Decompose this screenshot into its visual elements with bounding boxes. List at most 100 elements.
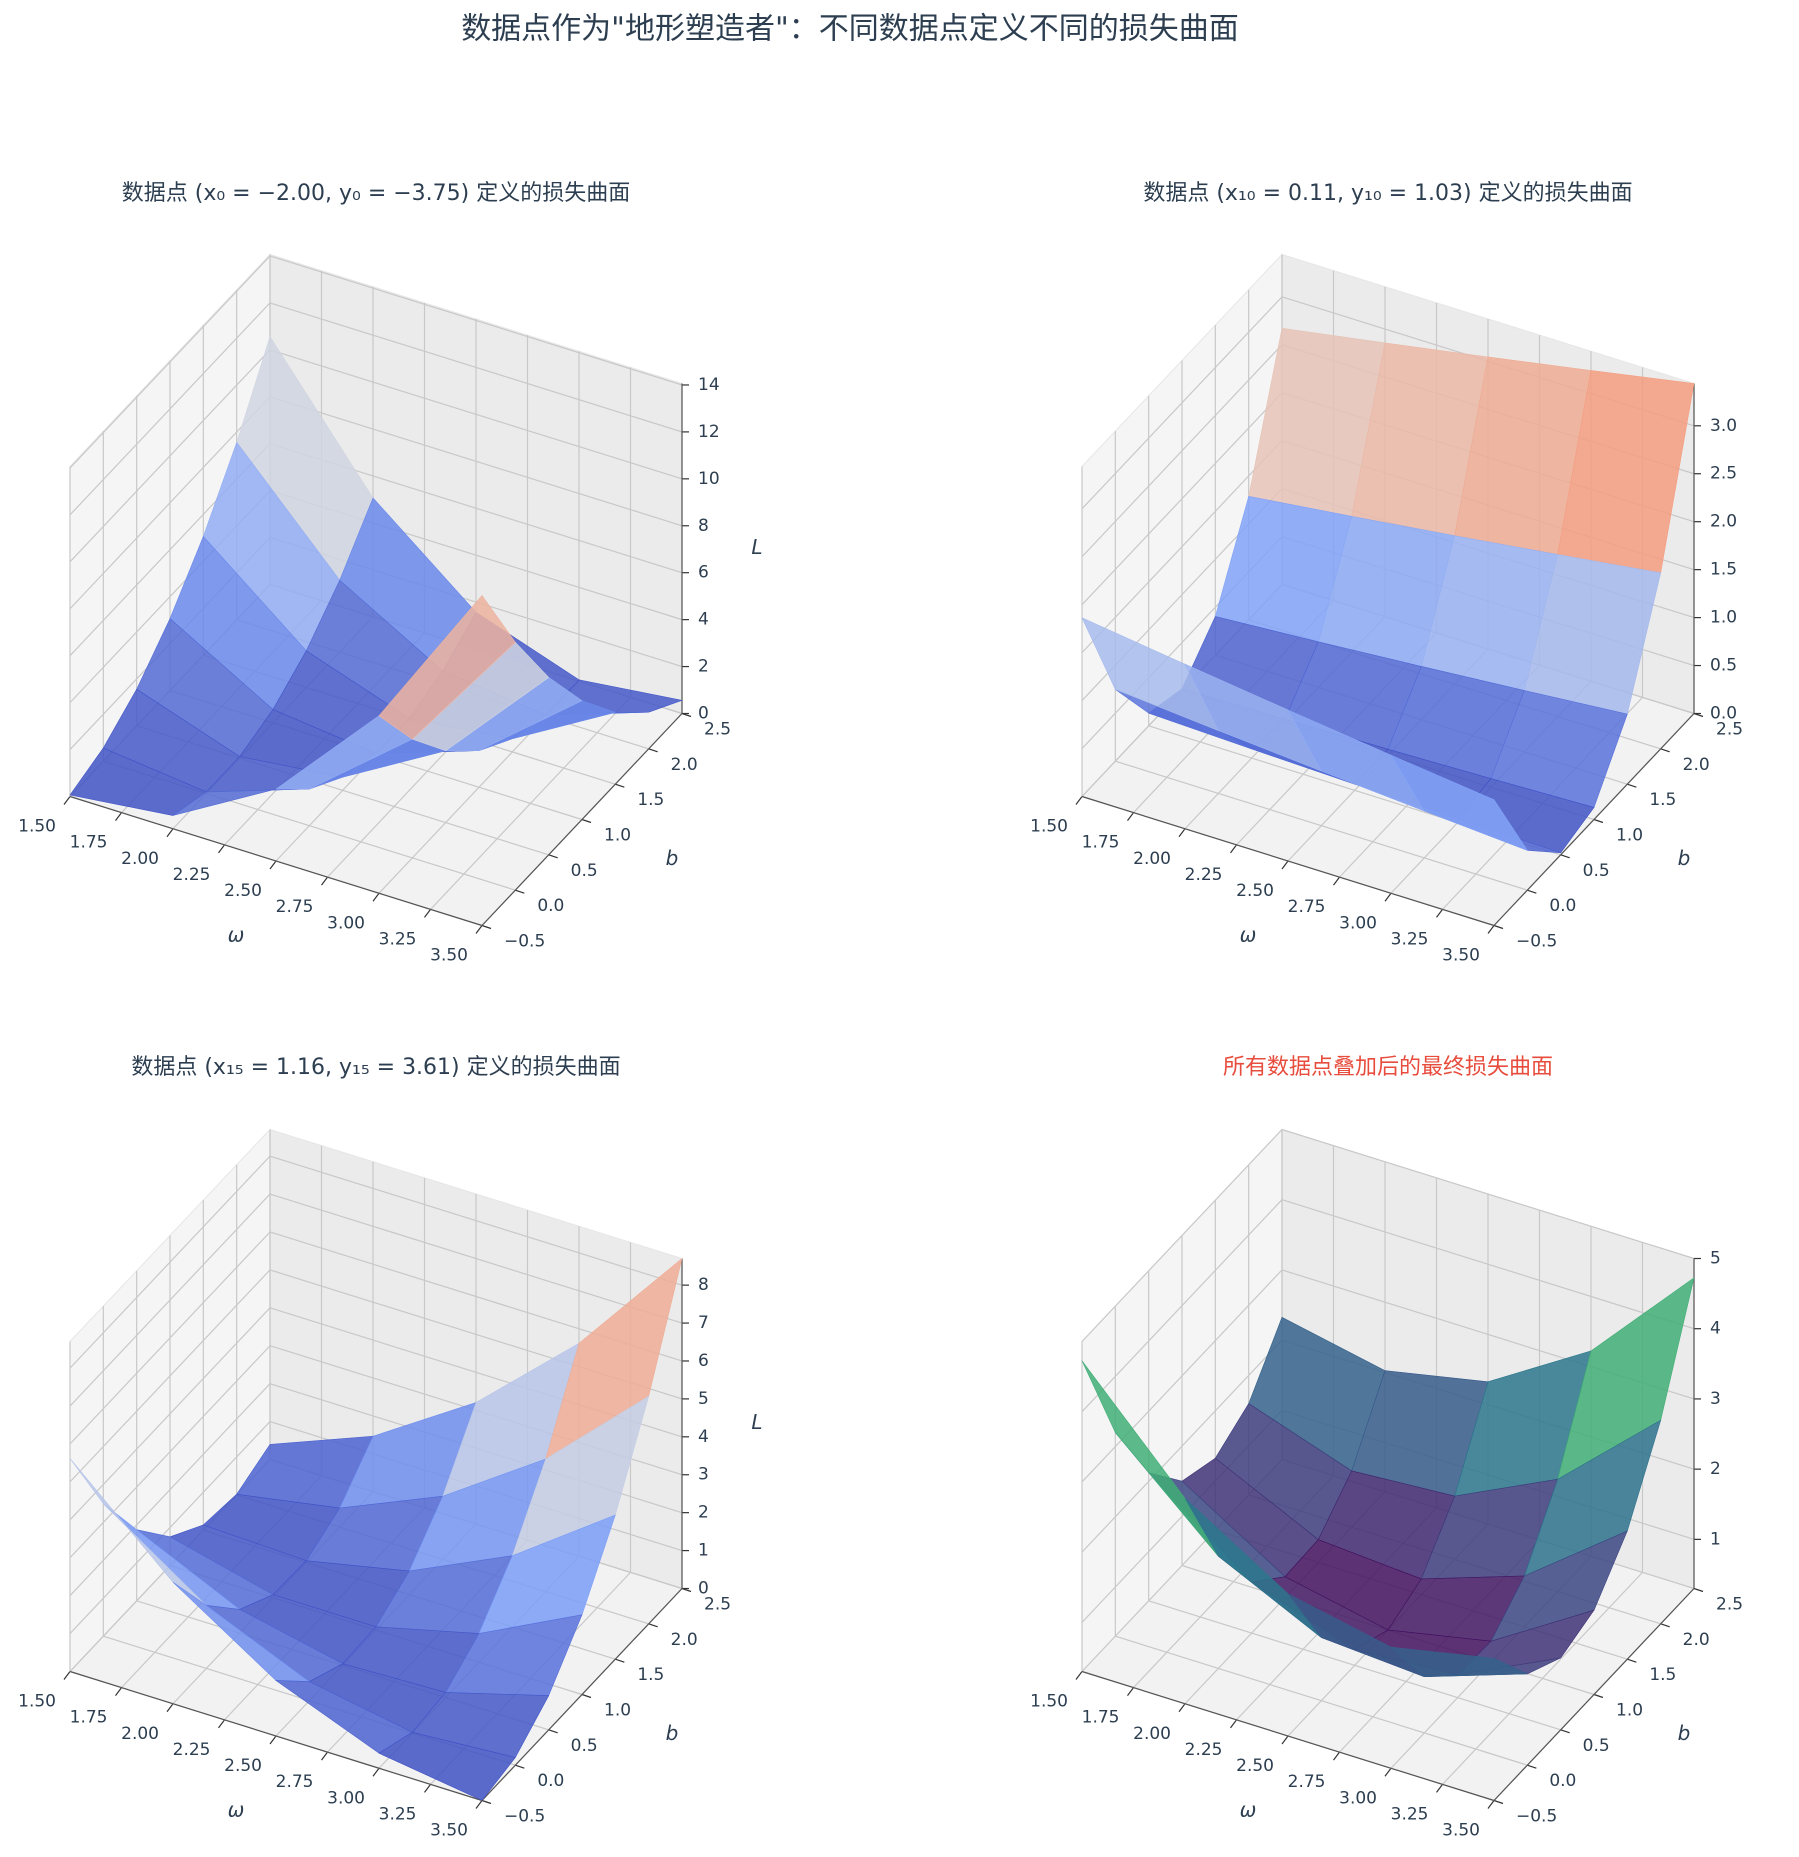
- tick-mark: [166, 828, 174, 838]
- grid-line: [1081, 296, 1283, 510]
- y-tick-label: 2.0: [1683, 1630, 1710, 1650]
- y-tick-label: −0.5: [1516, 932, 1557, 952]
- tick-mark: [648, 748, 658, 753]
- tick-mark: [481, 1799, 492, 1805]
- y-tick-label: 2.0: [671, 755, 698, 775]
- axis-line: [481, 1588, 683, 1801]
- tick-mark: [1560, 854, 1570, 859]
- grid-line: [269, 349, 683, 480]
- surface-patch: [1390, 1646, 1528, 1678]
- tick-mark: [581, 818, 592, 824]
- tick-mark: [424, 909, 431, 918]
- tick-mark: [1487, 1800, 1495, 1809]
- z-tick-label: 0: [698, 1579, 709, 1599]
- grid-line: [69, 1307, 271, 1521]
- tick-mark: [115, 812, 122, 821]
- subplot: 所有数据点叠加后的最终损失曲面 1.50 1.75 2.00 2.25 2.50 2.75 3…: [1030, 1055, 1743, 1841]
- tick-mark: [115, 1687, 122, 1696]
- tick-mark: [1230, 844, 1237, 854]
- x-tick-label: 2.50: [224, 881, 262, 901]
- y-tick-label: 1.0: [604, 826, 631, 846]
- axis-line: [481, 713, 683, 926]
- x-tick-label: 2.75: [1288, 897, 1326, 917]
- y-tick-label: −0.5: [1516, 1807, 1557, 1827]
- subplot-title: 数据点 (x₀ = −2.00, y₀ = −3.75) 定义的损失曲面: [122, 181, 631, 206]
- z-tick-label: 5: [698, 1389, 709, 1409]
- y-tick-label: 2.0: [1683, 755, 1710, 775]
- axis-line: [69, 1670, 483, 1802]
- x-tick-label: 2.00: [121, 1724, 159, 1744]
- subplot-title: 数据点 (x₁₅ = 1.16, y₁₅ = 3.61) 定义的损失曲面: [131, 1055, 620, 1080]
- x-axis-label: ω: [1240, 923, 1257, 947]
- z-tick-label: 2.5: [1710, 464, 1737, 484]
- tick-mark: [615, 783, 625, 788]
- y-tick-label: 0.5: [1583, 861, 1610, 881]
- grid-line: [1115, 760, 1528, 891]
- y-axis-label: b: [1678, 1721, 1691, 1745]
- tick-mark: [475, 925, 483, 934]
- tick-mark: [321, 876, 328, 886]
- x-tick-label: 3.50: [1442, 1821, 1480, 1841]
- z-tick-label: 7: [698, 1313, 709, 1333]
- grid-line: [1081, 1129, 1283, 1342]
- x-tick-label: 3.25: [1391, 929, 1429, 949]
- z-tick-label: 3.0: [1710, 416, 1737, 436]
- tick-mark: [548, 1729, 558, 1734]
- z-tick-label: 4: [1710, 1319, 1721, 1339]
- x-tick-label: 2.75: [1288, 1772, 1326, 1792]
- tick-mark: [1178, 1703, 1186, 1713]
- grid-line: [69, 1421, 271, 1634]
- tick-mark: [63, 796, 71, 805]
- y-tick-label: 2.5: [1716, 720, 1743, 740]
- z-tick-label: 14: [698, 375, 720, 395]
- z-tick-label: 1: [1710, 1529, 1721, 1549]
- axis-line: [1081, 795, 1495, 927]
- x-tick-label: 2.75: [276, 1772, 314, 1792]
- y-axis-label: b: [1678, 846, 1691, 870]
- x-tick-label: 1.75: [1082, 1708, 1120, 1728]
- grid-line: [1115, 1635, 1528, 1766]
- grid-line: [269, 396, 683, 527]
- y-tick-label: 1.5: [1649, 790, 1676, 810]
- grid-line: [69, 396, 271, 610]
- y-tick-label: 0.5: [1583, 1736, 1610, 1756]
- y-tick-label: 1.0: [1616, 1701, 1643, 1721]
- grid-line: [69, 255, 271, 469]
- subplot-title: 所有数据点叠加后的最终损失曲面: [1223, 1055, 1553, 1080]
- x-tick-label: 1.75: [1082, 833, 1120, 853]
- tick-mark: [1527, 889, 1537, 894]
- x-tick-label: 3.25: [379, 929, 417, 949]
- x-axis-label: ω: [228, 1798, 245, 1822]
- grid-line: [69, 1345, 271, 1559]
- tick-mark: [1693, 1587, 1704, 1593]
- subplot: 数据点 (x₀ = −2.00, y₀ = −3.75) 定义的损失曲面1.50…: [18, 181, 762, 966]
- y-tick-label: 0.5: [571, 1736, 598, 1756]
- grid-line: [69, 1269, 271, 1483]
- tick-mark: [1527, 1764, 1537, 1769]
- grid-line: [1081, 392, 1283, 606]
- axis-line: [1081, 1670, 1495, 1802]
- surface-patch: [378, 1731, 516, 1801]
- y-tick-label: 1.0: [1616, 826, 1643, 846]
- tick-mark: [515, 889, 525, 894]
- z-tick-label: 2: [1710, 1459, 1721, 1479]
- surface-patch: [378, 595, 516, 740]
- y-tick-label: 2.5: [704, 720, 731, 740]
- tick-mark: [1487, 925, 1495, 934]
- z-tick-label: 1.5: [1710, 560, 1737, 580]
- tick-mark: [1560, 1729, 1570, 1734]
- z-tick-label: 6: [698, 563, 709, 583]
- tick-mark: [321, 1751, 328, 1761]
- grid-line: [1281, 1199, 1695, 1330]
- z-tick-label: 2: [698, 1503, 709, 1523]
- x-tick-label: 3.50: [430, 946, 468, 966]
- grid-line: [269, 1155, 683, 1286]
- z-tick-label: 0.0: [1710, 704, 1737, 724]
- tick-mark: [475, 1800, 483, 1809]
- tick-mark: [548, 854, 558, 859]
- z-tick-label: 12: [698, 422, 720, 442]
- tick-mark: [1593, 818, 1604, 824]
- grid-line: [1081, 1339, 1283, 1553]
- tick-mark: [1627, 783, 1637, 788]
